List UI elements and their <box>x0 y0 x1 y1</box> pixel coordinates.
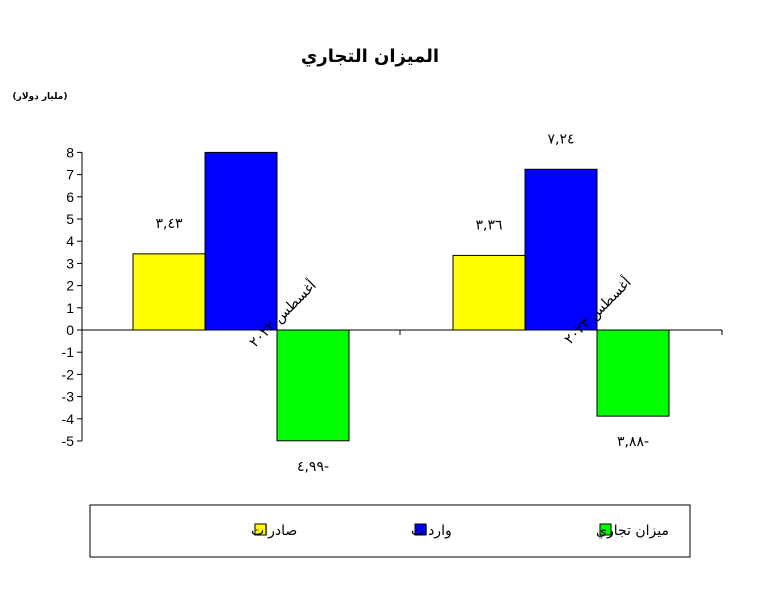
legend-label: صادرات <box>251 523 297 539</box>
legend-frame <box>89 504 691 558</box>
bar <box>276 329 350 442</box>
y-tick-label: -3 <box>62 389 75 405</box>
bar <box>524 168 598 331</box>
y-tick-label: 4 <box>66 233 74 249</box>
bar <box>204 151 278 331</box>
bar <box>452 254 526 331</box>
y-tick-label: 3 <box>66 255 74 271</box>
y-tick-label: 6 <box>66 189 74 205</box>
y-tick-label: -4 <box>62 411 75 427</box>
y-tick-label: -5 <box>62 433 75 449</box>
legend-swatch <box>414 523 427 536</box>
legend-label: واردات <box>411 523 452 539</box>
legend-label: ميزان تجاري <box>596 523 669 539</box>
bars <box>132 151 670 442</box>
chart-title: الميزان التجاري <box>301 46 439 67</box>
y-tick-label: -1 <box>62 344 75 360</box>
data-label: ٣,٤٣ <box>155 216 182 232</box>
y-tick-label: -2 <box>62 366 75 382</box>
y-unit-label: (مليار دولار) <box>13 92 68 102</box>
data-labels: ٣,٤٣ ٣,٣٦ ٧,٢٤ ٤,٩٩- ٣,٨٨- <box>155 131 649 475</box>
bar <box>596 329 670 417</box>
y-tick-labels: 8 7 6 5 4 3 2 1 0 -1 -2 -3 -4 -5 <box>62 144 75 449</box>
data-label: ٤,٩٩- <box>297 459 329 475</box>
y-tick-label: 8 <box>66 144 74 160</box>
y-tick-label: 5 <box>66 211 74 227</box>
y-tick-label: 2 <box>66 278 74 294</box>
y-tick-label: 7 <box>66 167 74 183</box>
bar <box>132 253 206 331</box>
legend: صادرات واردات ميزان تجاري <box>89 504 691 558</box>
data-label: ٣,٣٦ <box>475 217 502 233</box>
data-label: ٣,٨٨- <box>617 434 649 450</box>
y-tick-label: 0 <box>66 322 74 338</box>
legend-swatch <box>599 523 612 536</box>
legend-swatch <box>254 523 267 536</box>
y-tick-label: 1 <box>66 300 74 316</box>
axes <box>77 151 723 442</box>
data-label: ٧,٢٤ <box>547 131 574 147</box>
